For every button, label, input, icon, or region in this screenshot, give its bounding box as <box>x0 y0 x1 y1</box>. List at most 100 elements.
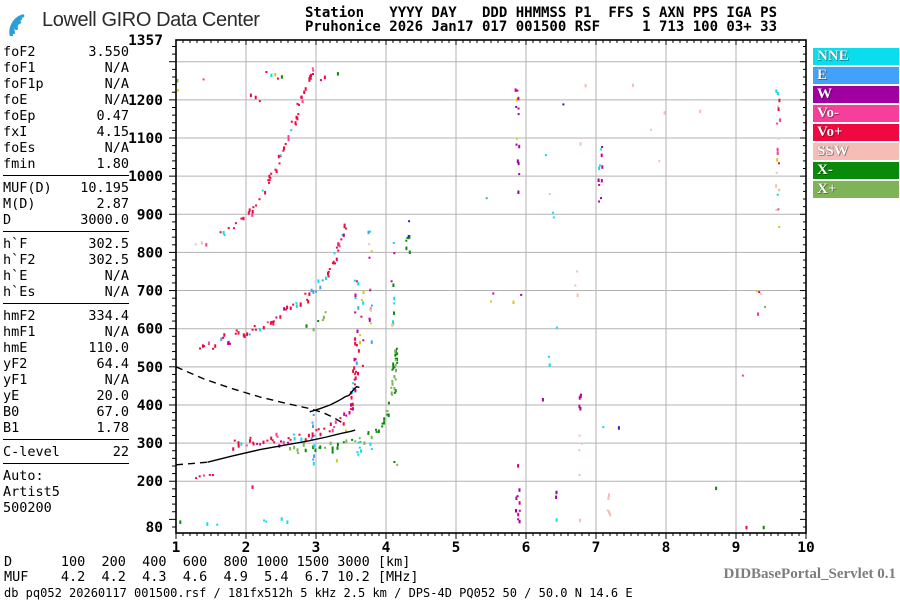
d-row: D 100 200 400 600 800 1000 1500 3000 [km… <box>4 554 411 570</box>
param-separator <box>3 303 129 304</box>
param-value: 20.0 <box>96 388 129 404</box>
param-separator <box>3 175 129 176</box>
svg-text:5: 5 <box>452 540 461 556</box>
param-value: N/A <box>104 324 129 340</box>
servlet-version-label: DIDBasePortal_Servlet 0.1 <box>723 566 896 582</box>
param-value: 334.4 <box>88 308 129 324</box>
legend-item-x: X- <box>813 162 899 179</box>
svg-text:6: 6 <box>522 540 531 556</box>
muf-row: MUF 4.2 4.2 4.3 4.6 4.9 5.4 6.7 10.2 [MH… <box>4 569 419 585</box>
param-label: yE <box>3 388 20 404</box>
param-label: foEp <box>3 108 36 124</box>
param-separator <box>3 231 129 232</box>
svg-text:900: 900 <box>137 207 163 223</box>
param-label: h`Es <box>3 284 36 300</box>
param-row-fof1: foF1 N/A <box>3 60 129 76</box>
param-label: h`E <box>3 268 28 284</box>
svg-text:2: 2 <box>242 540 251 556</box>
param-value: 4.15 <box>96 124 129 140</box>
svg-text:500: 500 <box>137 360 163 376</box>
param-label: hmE <box>3 340 28 356</box>
param-value: 302.5 <box>88 252 129 268</box>
param-row-hf2: h`F2 302.5 <box>3 252 129 268</box>
svg-text:4: 4 <box>382 540 391 556</box>
param-value: 10.195 <box>80 180 129 196</box>
header-columns: Station YYYY DAY DDD HHMMSS P1 FFS S AXN… <box>305 5 778 21</box>
param-label: M(D) <box>3 196 36 212</box>
param-value: N/A <box>104 92 129 108</box>
param-row-b1: B1 1.78 <box>3 420 129 436</box>
param-row-b0: B0 67.0 <box>3 404 129 420</box>
param-label: foE <box>3 92 28 108</box>
param-value: 64.4 <box>96 356 129 372</box>
param-value: 110.0 <box>88 340 129 356</box>
param-row-d: D 3000.0 <box>3 212 129 228</box>
param-row-clevel: C-level 22 <box>3 444 129 460</box>
param-row-yf2: yF2 64.4 <box>3 356 129 372</box>
svg-text:1200: 1200 <box>128 93 163 109</box>
param-value: 2.87 <box>96 196 129 212</box>
param-value: 22 <box>112 444 129 460</box>
legend-item-nne: NNE <box>813 48 899 65</box>
svg-text:600: 600 <box>137 322 163 338</box>
svg-text:1100: 1100 <box>128 131 163 147</box>
param-label: D <box>3 212 12 228</box>
dmuf-table: D 100 200 400 600 800 1000 1500 3000 [km… <box>4 555 419 585</box>
file-info-line: db pq052 20260117 001500.rsf / 181fx512h… <box>4 586 633 600</box>
svg-text:1357: 1357 <box>128 33 163 49</box>
param-row-fmin: fmin 1.80 <box>3 156 129 172</box>
autoscaling-text: 500200 <box>3 500 52 516</box>
param-label: yF2 <box>3 356 28 372</box>
svg-text:1: 1 <box>172 540 181 556</box>
param-label: B1 <box>3 420 20 436</box>
param-value: N/A <box>104 268 129 284</box>
param-separator <box>3 439 129 440</box>
param-value: N/A <box>104 76 129 92</box>
param-label: B0 <box>3 404 20 420</box>
param-separator <box>3 463 129 464</box>
param-row-hme: hmE 110.0 <box>3 340 129 356</box>
param-label: hmF1 <box>3 324 36 340</box>
legend-item-w: W <box>813 86 899 103</box>
svg-text:300: 300 <box>137 436 163 452</box>
legend-item-e: E <box>813 67 899 84</box>
param-label: C-level <box>3 444 60 460</box>
giro-logo: Lowell GIRO Data Center <box>6 4 260 36</box>
param-row-yf1: yF1 N/A <box>3 372 129 388</box>
param-row-hes: h`Es N/A <box>3 284 129 300</box>
svg-text:3: 3 <box>312 540 321 556</box>
autoscaling-text: Artist5 <box>3 484 60 500</box>
param-label: MUF(D) <box>3 180 52 196</box>
param-value: 0.47 <box>96 108 129 124</box>
legend-item-vo: Vo+ <box>813 124 899 141</box>
param-label: hmF2 <box>3 308 36 324</box>
param-value: 3000.0 <box>80 212 129 228</box>
param-row-foes: foEs N/A <box>3 140 129 156</box>
param-label: fmin <box>3 156 36 172</box>
param-label: foF2 <box>3 44 36 60</box>
svg-text:80: 80 <box>146 520 163 536</box>
station-header: Station YYYY DAY DDD HHMMSS P1 FFS S AXN… <box>305 6 777 34</box>
param-row-mufd: MUF(D) 10.195 <box>3 180 129 196</box>
legend-item-x: X+ <box>813 181 899 198</box>
giro-logo-icon <box>9 14 25 36</box>
param-label: yF1 <box>3 372 28 388</box>
svg-text:200: 200 <box>137 474 163 490</box>
param-row-foep: foEp 0.47 <box>3 108 129 124</box>
param-row-hmf1: hmF1 N/A <box>3 324 129 340</box>
logo-text: Lowell GIRO Data Center <box>42 8 260 31</box>
param-row-hf: h`F 302.5 <box>3 236 129 252</box>
direction-legend: NNE E W Vo- Vo+ SSW X- X+ <box>813 48 899 200</box>
param-label: fxI <box>3 124 28 140</box>
param-row-fof2: foF2 3.550 <box>3 44 129 60</box>
param-value: N/A <box>104 284 129 300</box>
param-value: 3.550 <box>88 44 129 60</box>
param-value: 302.5 <box>88 236 129 252</box>
param-value: N/A <box>104 60 129 76</box>
svg-text:7: 7 <box>592 540 601 556</box>
legend-item-ssw: SSW <box>813 143 899 160</box>
param-label: h`F2 <box>3 252 36 268</box>
param-value: 1.80 <box>96 156 129 172</box>
